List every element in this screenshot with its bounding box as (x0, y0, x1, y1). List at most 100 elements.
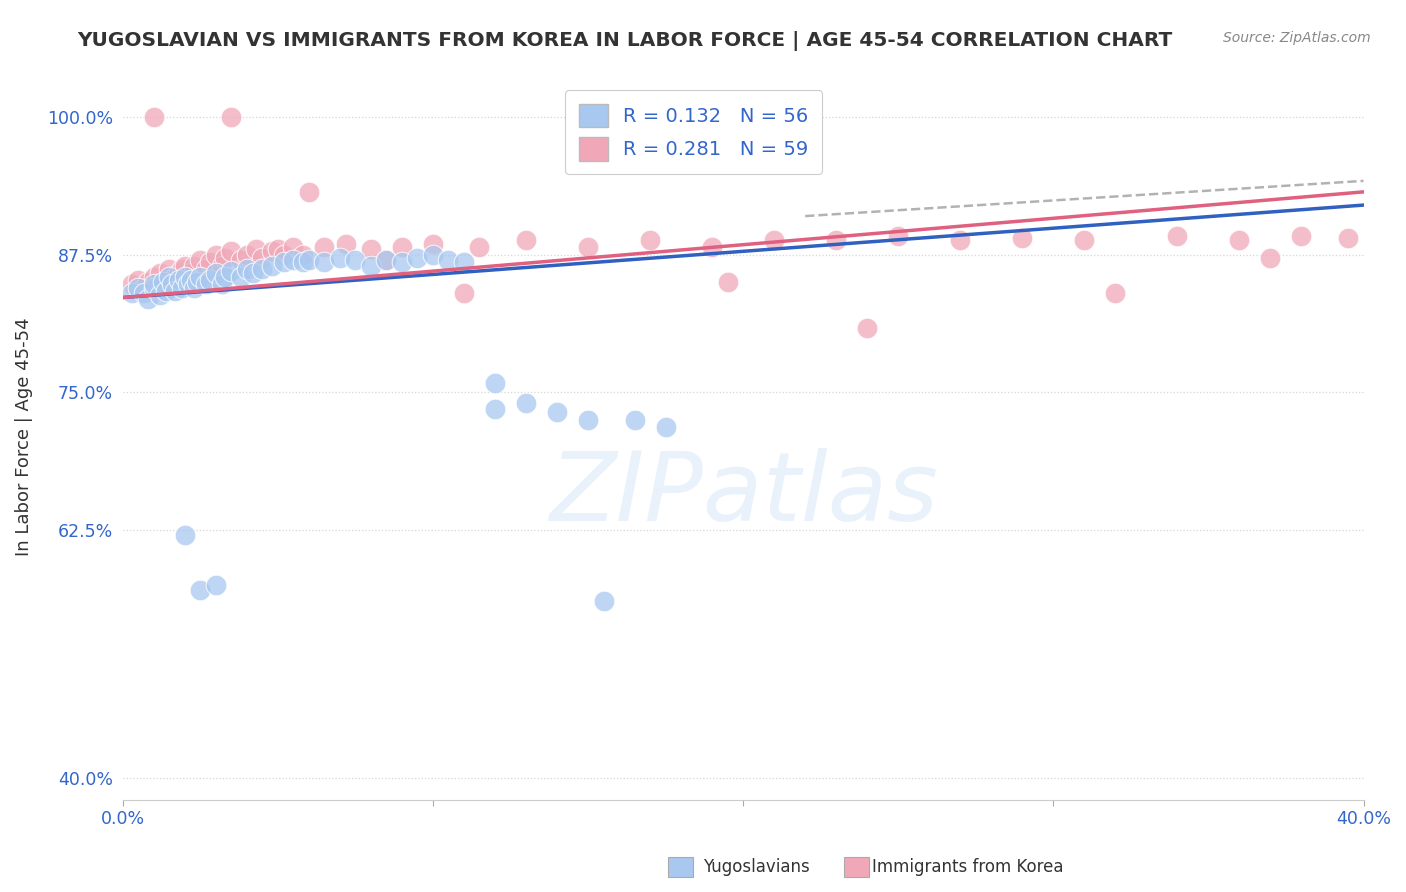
Point (717, 275, 740, 289)
Point (242, 266, 264, 280)
Point (211, 259, 233, 273)
Point (314, 240, 336, 254)
Point (468, 240, 491, 254)
Point (221, 244, 243, 259)
Point (162, 277, 184, 292)
Point (142, 280, 165, 294)
Point (1073, 233, 1095, 247)
Point (576, 413, 599, 427)
Point (155, 284, 177, 298)
Point (453, 255, 475, 269)
Point (825, 233, 848, 247)
Point (204, 578, 226, 592)
Point (856, 321, 879, 335)
Point (252, 261, 274, 276)
Point (180, 273, 202, 287)
Point (949, 233, 972, 247)
Point (142, 110, 165, 124)
Point (344, 253, 367, 268)
Text: Immigrants from Korea: Immigrants from Korea (872, 858, 1063, 876)
Point (221, 264, 243, 278)
Point (291, 255, 314, 269)
Point (165, 269, 187, 284)
Point (170, 261, 193, 276)
Point (214, 251, 236, 265)
Point (167, 273, 190, 287)
Point (391, 240, 413, 254)
Point (173, 259, 195, 273)
Point (1166, 228, 1188, 243)
Point (134, 286, 156, 301)
Point (121, 277, 143, 292)
Point (198, 273, 221, 287)
Point (152, 275, 174, 289)
Point (375, 253, 398, 268)
Point (453, 286, 475, 301)
Point (1104, 286, 1126, 301)
Point (177, 277, 200, 292)
Point (252, 251, 274, 265)
Point (149, 266, 172, 280)
Point (1291, 228, 1313, 243)
Point (149, 288, 172, 302)
Point (391, 255, 413, 269)
Point (165, 284, 187, 298)
Point (136, 275, 159, 289)
Point (283, 240, 305, 254)
Point (204, 247, 226, 261)
Point (654, 420, 676, 434)
Point (267, 242, 290, 256)
Point (422, 236, 444, 251)
Point (592, 594, 614, 608)
Point (236, 247, 259, 261)
Point (170, 280, 193, 294)
Point (291, 247, 314, 261)
Point (329, 251, 352, 265)
Text: ZIPatlas: ZIPatlas (548, 448, 938, 541)
Point (214, 269, 236, 284)
Point (221, 110, 243, 124)
Point (188, 253, 211, 268)
Point (515, 233, 537, 247)
Point (173, 528, 195, 542)
Point (142, 269, 165, 284)
Text: YUGOSLAVIAN VS IMMIGRANTS FROM KOREA IN LABOR FORCE | AGE 45-54 CORRELATION CHAR: YUGOSLAVIAN VS IMMIGRANTS FROM KOREA IN … (77, 31, 1173, 51)
Point (1229, 233, 1251, 247)
Point (700, 240, 723, 254)
Point (173, 269, 195, 284)
Point (127, 280, 149, 294)
Point (142, 277, 165, 292)
Point (1011, 231, 1033, 245)
Point (437, 253, 460, 268)
Point (406, 251, 429, 265)
Point (638, 233, 661, 247)
Point (157, 261, 180, 276)
Point (260, 244, 283, 259)
Point (183, 259, 205, 273)
Point (623, 413, 645, 427)
Point (121, 286, 143, 301)
Y-axis label: In Labor Force | Age 45-54: In Labor Force | Age 45-54 (15, 317, 32, 556)
Point (188, 269, 211, 284)
Point (576, 240, 599, 254)
Legend: R = 0.132   N = 56, R = 0.281   N = 59: R = 0.132 N = 56, R = 0.281 N = 59 (565, 90, 823, 174)
Point (546, 405, 568, 419)
Point (229, 253, 252, 268)
Point (167, 266, 190, 280)
Point (360, 259, 382, 273)
Point (186, 275, 208, 289)
Point (273, 247, 295, 261)
Point (515, 396, 537, 410)
Point (298, 253, 321, 268)
Point (180, 266, 202, 280)
Point (273, 255, 295, 269)
Point (198, 255, 221, 269)
Point (188, 583, 211, 598)
Point (183, 280, 205, 294)
Point (157, 269, 180, 284)
Point (763, 233, 786, 247)
Point (260, 259, 283, 273)
Point (204, 266, 226, 280)
Point (887, 228, 910, 243)
Point (484, 401, 506, 416)
